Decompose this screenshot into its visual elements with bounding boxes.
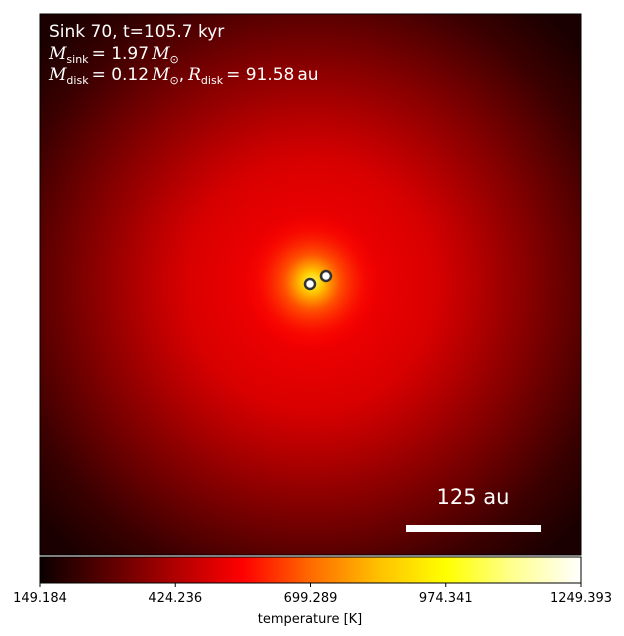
disk-mass-symbol: M <box>48 65 67 85</box>
disk-mass-subscript: disk <box>66 74 89 87</box>
disk-mass-value: = 0.12 <box>92 65 150 85</box>
disk-radius-subscript: disk <box>201 74 224 87</box>
colorbar-label: temperature [K] <box>258 612 363 627</box>
colorbar-tick-label: 424.236 <box>148 591 202 606</box>
sink-mass-symbol: M <box>48 44 67 64</box>
disk-radius-symbol: R <box>187 65 201 85</box>
disk-solar-mass-symbol: M <box>151 65 170 85</box>
scale-bar-label: 125 au <box>437 485 510 509</box>
map-frame <box>39 13 582 556</box>
colorbar-tick-label: 1249.393 <box>550 591 612 606</box>
info-disk: Mdisk = 0.12 M⊙, Rdisk = 91.58 au <box>48 65 319 87</box>
sink-mass-subscript: sink <box>66 53 89 66</box>
info-sink-mass: Msink = 1.97 M⊙ <box>48 44 179 66</box>
disk-solar-mass-subscript: ⊙ <box>169 74 178 87</box>
colorbar-tick-label: 149.184 <box>13 591 67 606</box>
sink-right <box>319 269 333 283</box>
sink-left <box>303 277 317 291</box>
info-sink-time: Sink 70, t=105.7 kyr <box>49 22 224 42</box>
solar-mass-symbol: M <box>151 44 170 64</box>
sink-particles <box>303 269 333 291</box>
disk-radius-value: = 91.58 <box>226 65 294 85</box>
colorbar <box>39 556 582 584</box>
sink-mass-value: = 1.97 <box>92 44 150 64</box>
info-comma: , <box>179 65 184 85</box>
scale-bar <box>406 525 541 532</box>
colorbar-ticks: 149.184 424.236 699.289 974.341 1249.393 <box>13 583 612 606</box>
solar-mass-subscript: ⊙ <box>169 53 178 66</box>
colorbar-tick-label: 974.341 <box>419 591 473 606</box>
colorbar-tick-label: 699.289 <box>284 591 338 606</box>
au-unit: au <box>297 65 318 85</box>
